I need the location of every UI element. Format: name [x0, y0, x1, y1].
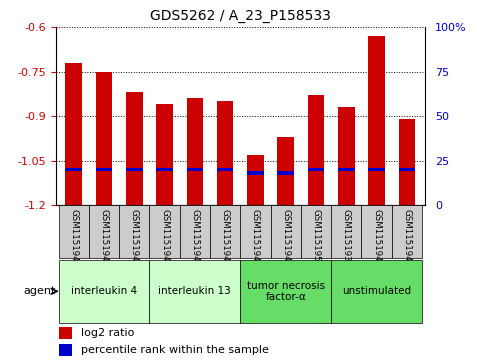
Text: interleukin 13: interleukin 13 — [158, 286, 231, 296]
Bar — [217, 101, 233, 205]
Bar — [277, 171, 294, 175]
Bar — [126, 93, 142, 205]
Bar — [89, 205, 119, 258]
Bar — [368, 36, 385, 205]
Bar — [247, 155, 264, 205]
Text: interleukin 4: interleukin 4 — [71, 286, 137, 296]
Bar — [58, 260, 149, 323]
Bar — [338, 107, 355, 205]
Text: GSM1151939: GSM1151939 — [342, 209, 351, 267]
Bar — [361, 205, 392, 258]
Bar — [338, 168, 355, 171]
Bar — [65, 168, 82, 171]
Bar — [308, 168, 325, 171]
Bar — [331, 205, 361, 258]
Bar — [156, 104, 173, 205]
Bar — [277, 137, 294, 205]
Text: GSM1151947: GSM1151947 — [402, 209, 412, 268]
Bar — [241, 205, 270, 258]
Text: GSM1151948: GSM1151948 — [130, 209, 139, 268]
Bar — [180, 205, 210, 258]
Bar — [156, 168, 173, 171]
Bar — [186, 168, 203, 171]
Text: GSM1151943: GSM1151943 — [160, 209, 169, 268]
Text: GSM1151949: GSM1151949 — [221, 209, 229, 267]
Bar — [308, 95, 325, 205]
Bar — [247, 171, 264, 175]
Text: GSM1151940: GSM1151940 — [372, 209, 381, 268]
Text: GSM1151950: GSM1151950 — [312, 209, 321, 268]
Text: tumor necrosis
factor-α: tumor necrosis factor-α — [247, 281, 325, 302]
Bar — [368, 168, 385, 171]
Bar — [59, 344, 72, 356]
Bar — [58, 205, 89, 258]
Bar — [119, 205, 149, 258]
Bar — [398, 168, 415, 171]
Title: GDS5262 / A_23_P158533: GDS5262 / A_23_P158533 — [150, 9, 331, 24]
Bar — [217, 168, 233, 171]
Bar — [96, 168, 113, 171]
Text: GSM1151945: GSM1151945 — [251, 209, 260, 268]
Bar — [241, 260, 331, 323]
Bar — [65, 63, 82, 205]
Bar — [149, 205, 180, 258]
Bar — [126, 168, 142, 171]
Bar — [398, 119, 415, 205]
Text: log2 ratio: log2 ratio — [82, 328, 135, 338]
Bar — [186, 98, 203, 205]
Bar — [96, 72, 113, 205]
Text: percentile rank within the sample: percentile rank within the sample — [82, 345, 270, 355]
Bar — [149, 260, 241, 323]
Text: GSM1151944: GSM1151944 — [190, 209, 199, 268]
Bar — [270, 205, 301, 258]
Text: GSM1151942: GSM1151942 — [99, 209, 109, 268]
Bar — [210, 205, 241, 258]
Bar — [331, 260, 422, 323]
Text: GSM1151941: GSM1151941 — [69, 209, 78, 268]
Text: unstimulated: unstimulated — [342, 286, 411, 296]
Bar — [59, 327, 72, 339]
Bar — [301, 205, 331, 258]
Text: agent: agent — [24, 286, 56, 296]
Text: GSM1151946: GSM1151946 — [281, 209, 290, 268]
Bar — [392, 205, 422, 258]
